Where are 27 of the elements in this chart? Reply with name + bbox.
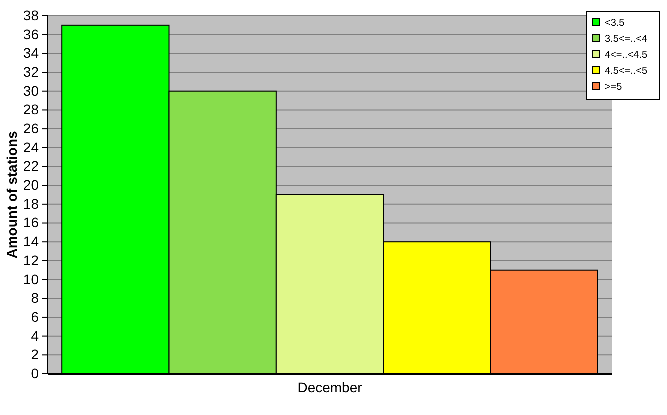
y-tick-label: 38: [23, 7, 40, 24]
y-tick-label: 2: [31, 346, 40, 363]
legend-label: 4.5<=..<5: [605, 66, 648, 77]
legend-label: >=5: [605, 82, 623, 93]
x-tick-label: December: [298, 379, 363, 396]
legend-label: 3.5<=..<4: [605, 34, 648, 45]
y-tick-label: 0: [31, 365, 40, 382]
y-tick-label: 12: [23, 252, 40, 268]
y-tick-label: 18: [23, 196, 40, 212]
y-tick-label: 8: [31, 290, 40, 306]
legend-label: 4<=..<4.5: [605, 50, 648, 61]
legend-label: <3.5: [605, 18, 626, 29]
y-tick-label: 32: [23, 64, 40, 80]
y-tick-label: 28: [23, 102, 40, 118]
y-tick-label: 36: [23, 26, 40, 42]
y-tick-label: 14: [23, 234, 40, 250]
y-tick-label: 10: [23, 271, 40, 288]
y-tick-label: 26: [23, 120, 40, 137]
y-tick-label: 30: [23, 82, 40, 99]
y-tick-label: 34: [23, 45, 40, 62]
y-tick-label: 24: [23, 139, 40, 156]
y-tick-label: 6: [31, 308, 40, 325]
y-axis-title: Amount of stations: [4, 131, 20, 259]
y-tick-label: 22: [23, 158, 40, 174]
y-tick-label: 16: [23, 214, 40, 231]
y-tick-label: 20: [23, 177, 40, 194]
y-tick-label: 4: [31, 328, 40, 344]
